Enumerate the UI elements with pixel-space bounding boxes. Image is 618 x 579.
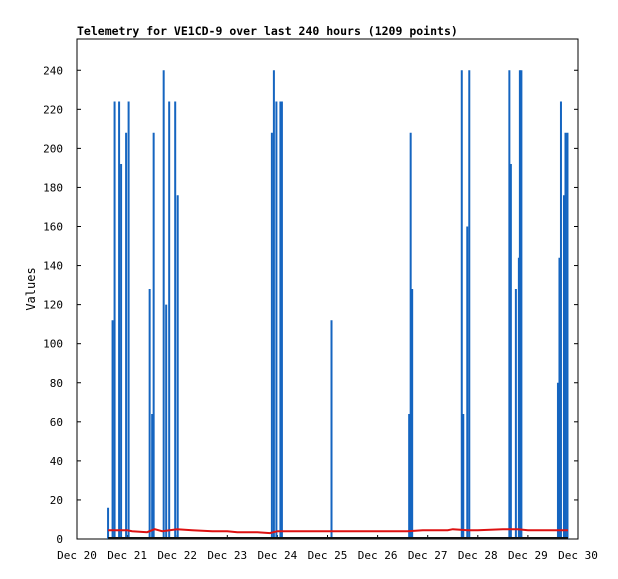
y-tick-label: 120: [43, 299, 63, 312]
y-tick-label: 160: [43, 221, 63, 234]
x-tick-label: Dec 27: [408, 549, 448, 562]
x-axis-ticks: Dec 20 Dec 21 Dec 22 Dec 23 Dec 24 Dec 25 Dec …: [57, 535, 598, 562]
x-tick-label: Dec 21: [107, 549, 147, 562]
bar: [279, 101, 282, 539]
bar: [564, 132, 567, 539]
bar: [107, 507, 110, 539]
bar: [514, 289, 517, 539]
bar: [520, 70, 523, 539]
bar: [272, 70, 275, 539]
bar: [558, 257, 561, 539]
bar: [462, 414, 465, 539]
bar: [556, 382, 559, 539]
chart-title: Telemetry for VE1CD-9 over last 240 hour…: [77, 24, 458, 38]
y-tick-label: 220: [43, 103, 63, 116]
line-series: [108, 528, 568, 539]
y-tick-label: 140: [43, 260, 63, 273]
y-tick-label: 180: [43, 181, 63, 194]
x-tick-label: Dec 25: [308, 549, 348, 562]
y-axis-ticks: 0 20 40 60 80 100 120 140 160 180 200 220 240: [43, 64, 578, 546]
bar: [566, 132, 569, 539]
y-tick-label: 80: [50, 377, 63, 390]
bar: [174, 101, 177, 539]
bar: [148, 289, 151, 539]
bar: [111, 320, 114, 539]
bar: [125, 132, 128, 539]
x-tick-label: Dec 24: [258, 549, 298, 562]
bar: [330, 320, 333, 539]
y-tick-label: 20: [50, 494, 63, 507]
bar: [518, 70, 521, 539]
bar: [409, 132, 412, 539]
y-tick-label: 100: [43, 338, 63, 351]
y-tick-label: 40: [50, 455, 63, 468]
bar: [411, 289, 414, 539]
x-tick-label: Dec 30: [558, 549, 598, 562]
bar: [509, 164, 512, 539]
x-tick-label: Dec 28: [458, 549, 498, 562]
bar: [127, 101, 130, 539]
bar: [275, 101, 278, 539]
series-line: [108, 528, 568, 535]
bar: [460, 70, 463, 539]
y-tick-label: 200: [43, 142, 63, 155]
bar: [466, 226, 469, 539]
bar: [559, 101, 562, 539]
bar: [165, 304, 168, 539]
x-tick-label: Dec 22: [157, 549, 197, 562]
bar: [168, 101, 171, 539]
bar: [118, 101, 121, 539]
bar-series: [107, 70, 569, 539]
bar: [408, 414, 411, 539]
bar: [162, 70, 165, 539]
y-tick-label: 240: [43, 64, 63, 77]
y-axis-label: Values: [24, 267, 38, 310]
bar: [508, 70, 511, 539]
x-tick-label: Dec 23: [207, 549, 247, 562]
bar: [280, 101, 283, 539]
x-tick-label: Dec 29: [508, 549, 548, 562]
x-tick-label: Dec 26: [358, 549, 398, 562]
bar: [113, 101, 116, 539]
bar: [562, 195, 565, 539]
bar: [468, 70, 471, 539]
bar: [152, 132, 155, 539]
bar: [270, 132, 273, 539]
bar: [517, 257, 520, 539]
bar: [151, 414, 154, 539]
bar: [176, 195, 179, 539]
bar: [120, 164, 123, 539]
x-tick-label: Dec 20: [57, 549, 97, 562]
y-tick-label: 0: [56, 533, 63, 546]
y-tick-label: 60: [50, 416, 63, 429]
